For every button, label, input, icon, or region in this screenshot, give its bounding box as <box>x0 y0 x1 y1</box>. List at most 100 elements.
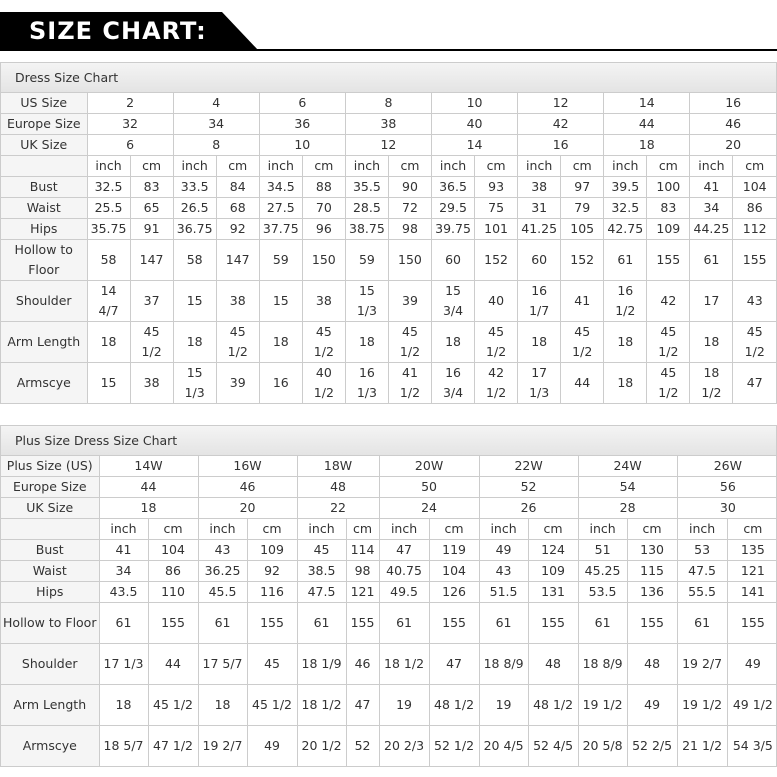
value-cell: 47 <box>428 643 480 685</box>
value-cell: 18 <box>197 684 248 726</box>
table-row: Bust 32.5 83 33.5 84 34.5 88 35.5 90 36.5 93 38 97 39… <box>1 176 776 198</box>
units-row: inch cm inch cm inch cm inch cm inch cm inch cm inch… <box>1 155 776 177</box>
value-cell: 116 <box>246 581 298 603</box>
table-heading: Dress Size Chart <box>1 63 776 93</box>
unit-cell: cm <box>301 155 346 177</box>
value-cell: 47 1/2 <box>147 725 199 766</box>
size-cell: 14W <box>98 456 199 477</box>
value-cell: 54 3/5 <box>726 725 777 766</box>
value-cell: 45.5 <box>197 581 248 603</box>
value-cell: 59 <box>258 239 303 281</box>
value-cell: 42.75 <box>603 218 648 240</box>
value-cell: 37 <box>129 280 174 322</box>
value-cell: 18 8/9 <box>478 643 529 685</box>
value-cell: 15 <box>172 280 217 322</box>
value-cell: 41 1/2 <box>387 362 433 403</box>
value-cell: 97 <box>560 176 605 198</box>
value-cell: 155 <box>345 602 380 644</box>
plus-size-table: Plus Size (US) 14W 16W 18W 20W 22W 24W 26W Europ… <box>1 456 777 766</box>
size-cell: 52 <box>478 476 579 498</box>
value-cell: 152 <box>474 239 519 281</box>
value-cell: 18 <box>603 362 648 403</box>
row-label: US Size <box>1 93 88 114</box>
value-cell: 18 <box>86 321 131 363</box>
value-cell: 47 <box>345 684 380 726</box>
value-cell: 38.5 <box>296 560 347 582</box>
value-cell: 47 <box>732 362 776 403</box>
value-cell: 52 2/5 <box>626 725 678 766</box>
size-cell: 46 <box>689 113 776 135</box>
value-cell: 45 <box>296 539 347 561</box>
value-cell: 90 <box>387 176 433 198</box>
value-cell: 16 <box>258 362 303 403</box>
size-cell: 16 <box>689 93 776 114</box>
size-cell: 20W <box>378 456 480 477</box>
value-cell: 45 1/2 <box>732 321 776 363</box>
value-cell: 155 <box>726 602 777 644</box>
value-cell: 38 <box>215 280 260 322</box>
value-cell: 92 <box>215 218 260 240</box>
size-cell: 54 <box>577 476 678 498</box>
value-cell: 48 <box>626 643 678 685</box>
unit-cell: cm <box>428 518 480 540</box>
table-row: Hollow to Floor 61 155 61 155 61 155 61 155 61 155… <box>1 602 777 644</box>
value-cell: 38 <box>517 176 562 198</box>
value-cell: 59 <box>344 239 389 281</box>
value-cell: 114 <box>345 539 380 561</box>
value-cell: 61 <box>296 602 347 644</box>
value-cell: 45 1/2 <box>301 321 346 363</box>
value-cell: 29.5 <box>430 197 476 219</box>
table-row: Shoulder 14 4/7 37 15 38 15 38 15 1/3 39 15 3/4 40… <box>1 280 776 322</box>
size-cell: 24W <box>577 456 678 477</box>
value-cell: 27.5 <box>258 197 303 219</box>
value-cell: 15 <box>258 280 303 322</box>
value-cell: 45 1/2 <box>246 684 298 726</box>
size-cell: 18 <box>603 134 691 156</box>
size-cell: 22W <box>478 456 579 477</box>
value-cell: 18 <box>172 321 217 363</box>
row-label: Arm Length <box>1 684 100 726</box>
value-cell: 105 <box>560 218 605 240</box>
unit-cell: inch <box>172 155 217 177</box>
size-cell: 4 <box>172 93 260 114</box>
value-cell: 104 <box>732 176 776 198</box>
size-cell: 42 <box>517 113 605 135</box>
table-row: Armscye 18 5/7 47 1/2 19 2/7 49 20 1/2 52 20 2/… <box>1 725 777 766</box>
value-cell: 41 <box>98 539 149 561</box>
value-cell: 36.75 <box>172 218 217 240</box>
value-cell: 83 <box>646 197 691 219</box>
value-cell: 52 4/5 <box>527 725 579 766</box>
unit-cell: cm <box>147 518 199 540</box>
table-row: Bust 41 104 43 109 45 114 47 119 49 124 51 130 53 135 <box>1 539 777 561</box>
size-cell: 6 <box>258 93 346 114</box>
value-cell: 42 <box>646 280 691 322</box>
size-cell: 18 <box>98 497 199 519</box>
value-cell: 18 1/2 <box>296 684 347 726</box>
value-cell: 75 <box>474 197 519 219</box>
table-heading: Plus Size Dress Size Chart <box>1 426 776 456</box>
value-cell: 32.5 <box>603 197 648 219</box>
unit-cell: inch <box>577 518 628 540</box>
value-cell: 18 1/9 <box>296 643 347 685</box>
divider <box>0 49 777 51</box>
row-label: Hips <box>1 581 100 603</box>
value-cell: 45 1/2 <box>387 321 433 363</box>
value-cell: 88 <box>301 176 346 198</box>
value-cell: 70 <box>301 197 346 219</box>
value-cell: 61 <box>378 602 430 644</box>
size-cell: 48 <box>296 476 380 498</box>
table-row: Armscye 15 38 15 1/3 39 16 40 1/2 16 1/3 41 1/2 1… <box>1 362 776 403</box>
value-cell: 49 <box>626 684 678 726</box>
value-cell: 34 <box>98 560 149 582</box>
dress-size-table: US Size 2 4 6 8 10 12 14 16 Europe Size 32 34 36 38 40… <box>1 93 776 403</box>
value-cell: 135 <box>726 539 777 561</box>
table-row: Hips 35.75 91 36.75 92 37.75 96 38.75 98 39.75 101… <box>1 218 776 240</box>
value-cell: 55.5 <box>676 581 728 603</box>
value-cell: 68 <box>215 197 260 219</box>
table-row: Arm Length 18 45 1/2 18 45 1/2 18 1/2 47 19 48 1… <box>1 684 777 726</box>
value-cell: 19 2/7 <box>676 643 728 685</box>
value-cell: 45 1/2 <box>560 321 605 363</box>
size-cell: 20 <box>689 134 776 156</box>
value-cell: 147 <box>215 239 260 281</box>
value-cell: 83 <box>129 176 174 198</box>
